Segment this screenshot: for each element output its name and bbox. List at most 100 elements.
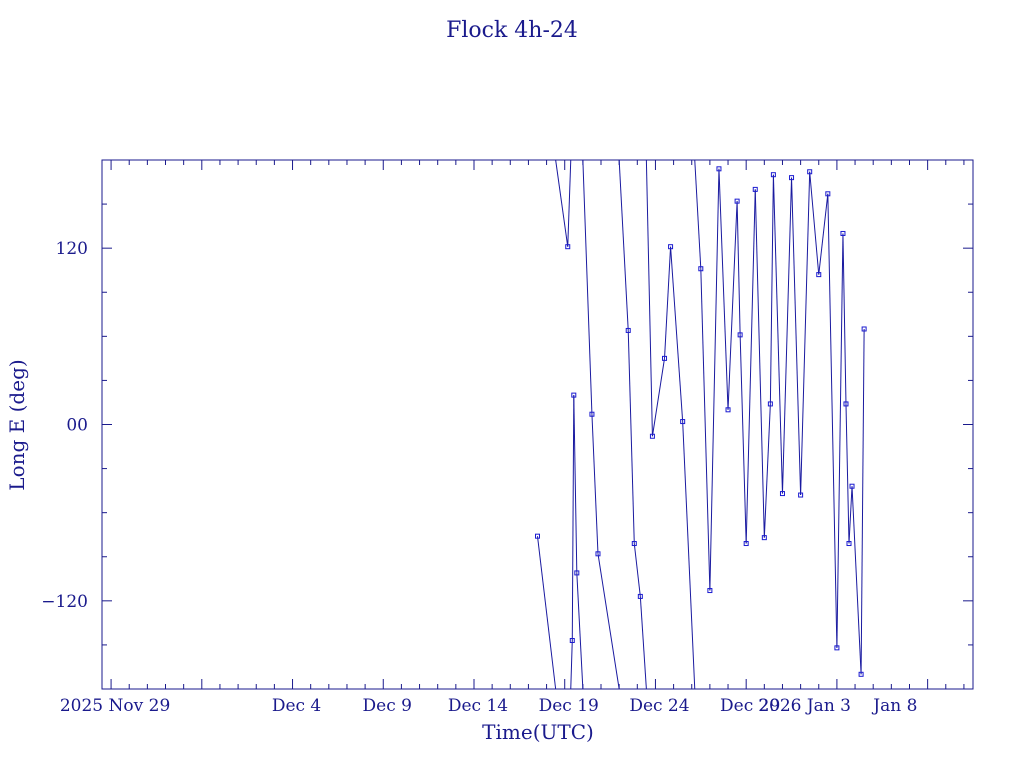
data-point: [858, 671, 864, 677]
series-segment: [718, 168, 729, 410]
series-segment: [772, 174, 783, 494]
data-point: [761, 535, 767, 541]
data-point: [625, 327, 631, 333]
y-axis-tick-labels: 120 00 −120: [41, 239, 88, 612]
series-points: [535, 166, 867, 677]
y-tick-label: −120: [41, 592, 88, 612]
data-point: [649, 433, 655, 439]
chart-title: Flock 4h-24: [446, 18, 578, 43]
series-segment: [763, 403, 771, 538]
series-segment: [639, 596, 647, 690]
series-segment: [791, 177, 802, 496]
series-segment: [727, 201, 738, 410]
data-point: [849, 483, 855, 489]
series-segment: [618, 159, 629, 331]
series-segment: [682, 421, 696, 690]
x-tick-label: Dec 24: [629, 696, 689, 716]
x-tick-label: Dec 29: [720, 696, 780, 716]
data-point: [565, 244, 571, 250]
x-tick-label: Dec 4: [272, 696, 321, 716]
series-segment: [851, 486, 862, 675]
series-segment: [745, 189, 756, 544]
series-segment: [694, 159, 702, 269]
series-segment: [700, 268, 711, 591]
series-segment: [739, 334, 747, 544]
series-segment: [736, 201, 741, 335]
data-point: [535, 533, 540, 539]
x-axis-label: Time(UTC): [482, 720, 594, 744]
data-point: [698, 266, 704, 272]
data-point: [779, 491, 785, 497]
series-segment: [576, 572, 584, 690]
data-point: [707, 588, 713, 594]
series-segment: [781, 177, 793, 494]
data-point: [743, 541, 749, 547]
series-segment: [591, 414, 599, 554]
data-point: [789, 175, 795, 181]
series-segment: [582, 159, 593, 415]
series-segment: [537, 536, 557, 690]
y-axis-ticks: [102, 159, 973, 690]
data-point: [752, 186, 758, 192]
data-point: [571, 392, 577, 398]
series-segment: [860, 328, 865, 675]
x-tick-label: Dec 14: [448, 696, 508, 716]
series-segment: [827, 193, 838, 648]
data-point: [662, 355, 668, 361]
data-point: [589, 411, 595, 417]
data-point: [680, 419, 686, 425]
series-segment: [570, 640, 573, 690]
series-segment: [709, 168, 720, 591]
data-point: [807, 169, 813, 175]
y-tick-label: 120: [56, 239, 88, 259]
series-segment: [567, 159, 572, 247]
x-tick-label: Jan 8: [871, 696, 917, 716]
data-point: [825, 191, 831, 197]
data-point: [595, 551, 601, 557]
series-segment: [664, 246, 672, 359]
data-point: [767, 401, 773, 407]
y-tick-label: 00: [66, 416, 88, 436]
series-segment: [651, 358, 666, 437]
series-lines: [537, 159, 865, 690]
series-segment: [571, 395, 575, 641]
data-point: [846, 541, 852, 547]
data-point: [569, 638, 575, 644]
series-segment: [800, 171, 811, 496]
series-segment: [754, 189, 765, 538]
series-segment: [573, 395, 578, 573]
x-tick-label: Dec 19: [539, 696, 599, 716]
x-tick-label: 2026 Jan 3: [758, 696, 851, 716]
x-axis-tick-labels: 2025 Nov 29 Dec 4 Dec 9 Dec 14 Dec 19 Dec 24 D…: [60, 696, 918, 716]
series-segment: [670, 246, 684, 422]
data-point: [816, 272, 822, 278]
plot-frame: [101, 159, 974, 690]
series-segment: [597, 553, 620, 690]
series-segment: [836, 233, 844, 648]
data-point: [574, 570, 580, 576]
data-point: [770, 172, 776, 178]
data-point: [737, 332, 743, 338]
data-point: [668, 244, 674, 250]
data-point: [834, 645, 840, 651]
data-point: [798, 492, 804, 498]
data-point: [840, 230, 846, 236]
data-point: [637, 593, 643, 599]
series-segment: [633, 543, 641, 597]
data-point: [843, 401, 849, 407]
series-segment: [627, 330, 635, 544]
series-segment: [818, 193, 829, 275]
series-segment: [848, 486, 853, 544]
series-segment: [645, 159, 653, 437]
x-tick-label: 2025 Nov 29: [60, 696, 170, 716]
data-point: [861, 326, 867, 332]
series-segment: [769, 174, 774, 404]
series-segment: [845, 403, 850, 544]
x-tick-label: Dec 9: [363, 696, 412, 716]
series-segment: [809, 171, 820, 275]
series-segment: [555, 159, 569, 247]
data-point: [716, 166, 722, 172]
data-point: [734, 198, 740, 204]
series-segment: [842, 233, 847, 404]
data-point: [725, 407, 731, 413]
